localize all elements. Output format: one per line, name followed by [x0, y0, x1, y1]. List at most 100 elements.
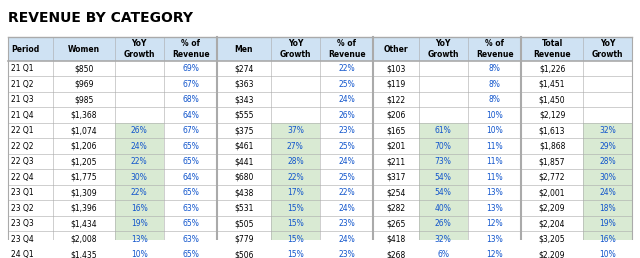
Text: $1,434: $1,434 — [70, 219, 97, 228]
Text: $505: $505 — [234, 219, 253, 228]
Text: $1,435: $1,435 — [70, 250, 97, 258]
Text: 13%: 13% — [486, 188, 503, 197]
Bar — [8, 37, 632, 61]
Text: 27%: 27% — [287, 142, 304, 151]
Text: 16%: 16% — [131, 204, 148, 213]
Text: $438: $438 — [234, 188, 253, 197]
Text: $2,772: $2,772 — [539, 173, 565, 182]
Text: 15%: 15% — [287, 219, 304, 228]
Text: $1,206: $1,206 — [70, 142, 97, 151]
Text: $985: $985 — [74, 95, 93, 104]
Bar — [8, 231, 632, 247]
Bar — [115, 154, 164, 170]
Text: $1,450: $1,450 — [539, 95, 565, 104]
Bar — [419, 185, 468, 200]
Bar — [115, 231, 164, 247]
Text: 54%: 54% — [435, 173, 452, 182]
Bar — [583, 185, 632, 200]
Text: $441: $441 — [234, 157, 253, 166]
Text: 32%: 32% — [599, 126, 616, 135]
Text: $1,613: $1,613 — [539, 126, 565, 135]
Text: $282: $282 — [387, 204, 406, 213]
Bar — [8, 138, 632, 154]
Text: 63%: 63% — [182, 204, 199, 213]
Text: 22 Q3: 22 Q3 — [11, 157, 33, 166]
Text: $969: $969 — [74, 80, 93, 89]
Text: 10%: 10% — [486, 111, 503, 120]
Text: 67%: 67% — [182, 126, 199, 135]
Text: 23 Q3: 23 Q3 — [11, 219, 34, 228]
Text: % of
Revenue: % of Revenue — [172, 39, 209, 59]
Text: 65%: 65% — [182, 157, 199, 166]
Bar — [583, 170, 632, 185]
Bar — [419, 216, 468, 231]
Text: 21 Q2: 21 Q2 — [11, 80, 33, 89]
Text: 25%: 25% — [339, 142, 355, 151]
Text: Period: Period — [11, 45, 39, 54]
Bar — [8, 247, 632, 258]
Text: 11%: 11% — [486, 157, 503, 166]
Bar — [8, 76, 632, 92]
Text: 25%: 25% — [339, 80, 355, 89]
Text: 15%: 15% — [287, 235, 304, 244]
Text: $506: $506 — [234, 250, 253, 258]
Text: 24%: 24% — [599, 188, 616, 197]
Text: 10%: 10% — [131, 250, 148, 258]
Text: $3,205: $3,205 — [539, 235, 565, 244]
Bar — [419, 154, 468, 170]
Text: 32%: 32% — [435, 235, 452, 244]
Text: 23%: 23% — [339, 126, 355, 135]
Text: 24%: 24% — [339, 204, 355, 213]
Text: $418: $418 — [387, 235, 406, 244]
Text: $211: $211 — [387, 157, 406, 166]
Bar — [271, 185, 320, 200]
Bar — [8, 200, 632, 216]
Text: 24 Q1: 24 Q1 — [11, 250, 33, 258]
Text: 65%: 65% — [182, 142, 199, 151]
Bar — [583, 247, 632, 258]
Text: 23 Q4: 23 Q4 — [11, 235, 34, 244]
Text: $375: $375 — [234, 126, 253, 135]
Text: 40%: 40% — [435, 204, 452, 213]
Text: 65%: 65% — [182, 250, 199, 258]
Text: 30%: 30% — [131, 173, 148, 182]
Bar — [583, 200, 632, 216]
Bar — [271, 247, 320, 258]
Text: 16%: 16% — [599, 235, 616, 244]
Text: 73%: 73% — [435, 157, 452, 166]
Text: Women: Women — [68, 45, 100, 54]
Text: 67%: 67% — [182, 80, 199, 89]
Text: % of
Revenue: % of Revenue — [476, 39, 513, 59]
Bar — [271, 216, 320, 231]
Text: 25%: 25% — [339, 173, 355, 182]
Bar — [8, 216, 632, 231]
Text: $317: $317 — [387, 173, 406, 182]
Bar — [271, 138, 320, 154]
Text: 29%: 29% — [599, 142, 616, 151]
Text: 12%: 12% — [486, 250, 503, 258]
Text: 68%: 68% — [182, 95, 199, 104]
Text: 24%: 24% — [339, 157, 355, 166]
Text: $1,205: $1,205 — [70, 157, 97, 166]
Text: 22%: 22% — [131, 188, 148, 197]
Text: 19%: 19% — [599, 219, 616, 228]
Text: 28%: 28% — [599, 157, 616, 166]
Text: $2,008: $2,008 — [70, 235, 97, 244]
Bar — [115, 216, 164, 231]
Text: Other: Other — [384, 45, 408, 54]
Text: $206: $206 — [387, 111, 406, 120]
Text: $1,868: $1,868 — [539, 142, 565, 151]
Text: $363: $363 — [234, 80, 253, 89]
Text: 13%: 13% — [486, 204, 503, 213]
Bar — [419, 123, 468, 138]
Text: 23 Q1: 23 Q1 — [11, 188, 33, 197]
Text: 21 Q4: 21 Q4 — [11, 111, 33, 120]
Text: $268: $268 — [387, 250, 406, 258]
Text: 64%: 64% — [182, 173, 199, 182]
Text: $343: $343 — [234, 95, 253, 104]
Bar — [8, 61, 632, 76]
Text: 8%: 8% — [489, 80, 500, 89]
Text: 37%: 37% — [287, 126, 304, 135]
Text: 23 Q2: 23 Q2 — [11, 204, 33, 213]
Text: $555: $555 — [234, 111, 253, 120]
